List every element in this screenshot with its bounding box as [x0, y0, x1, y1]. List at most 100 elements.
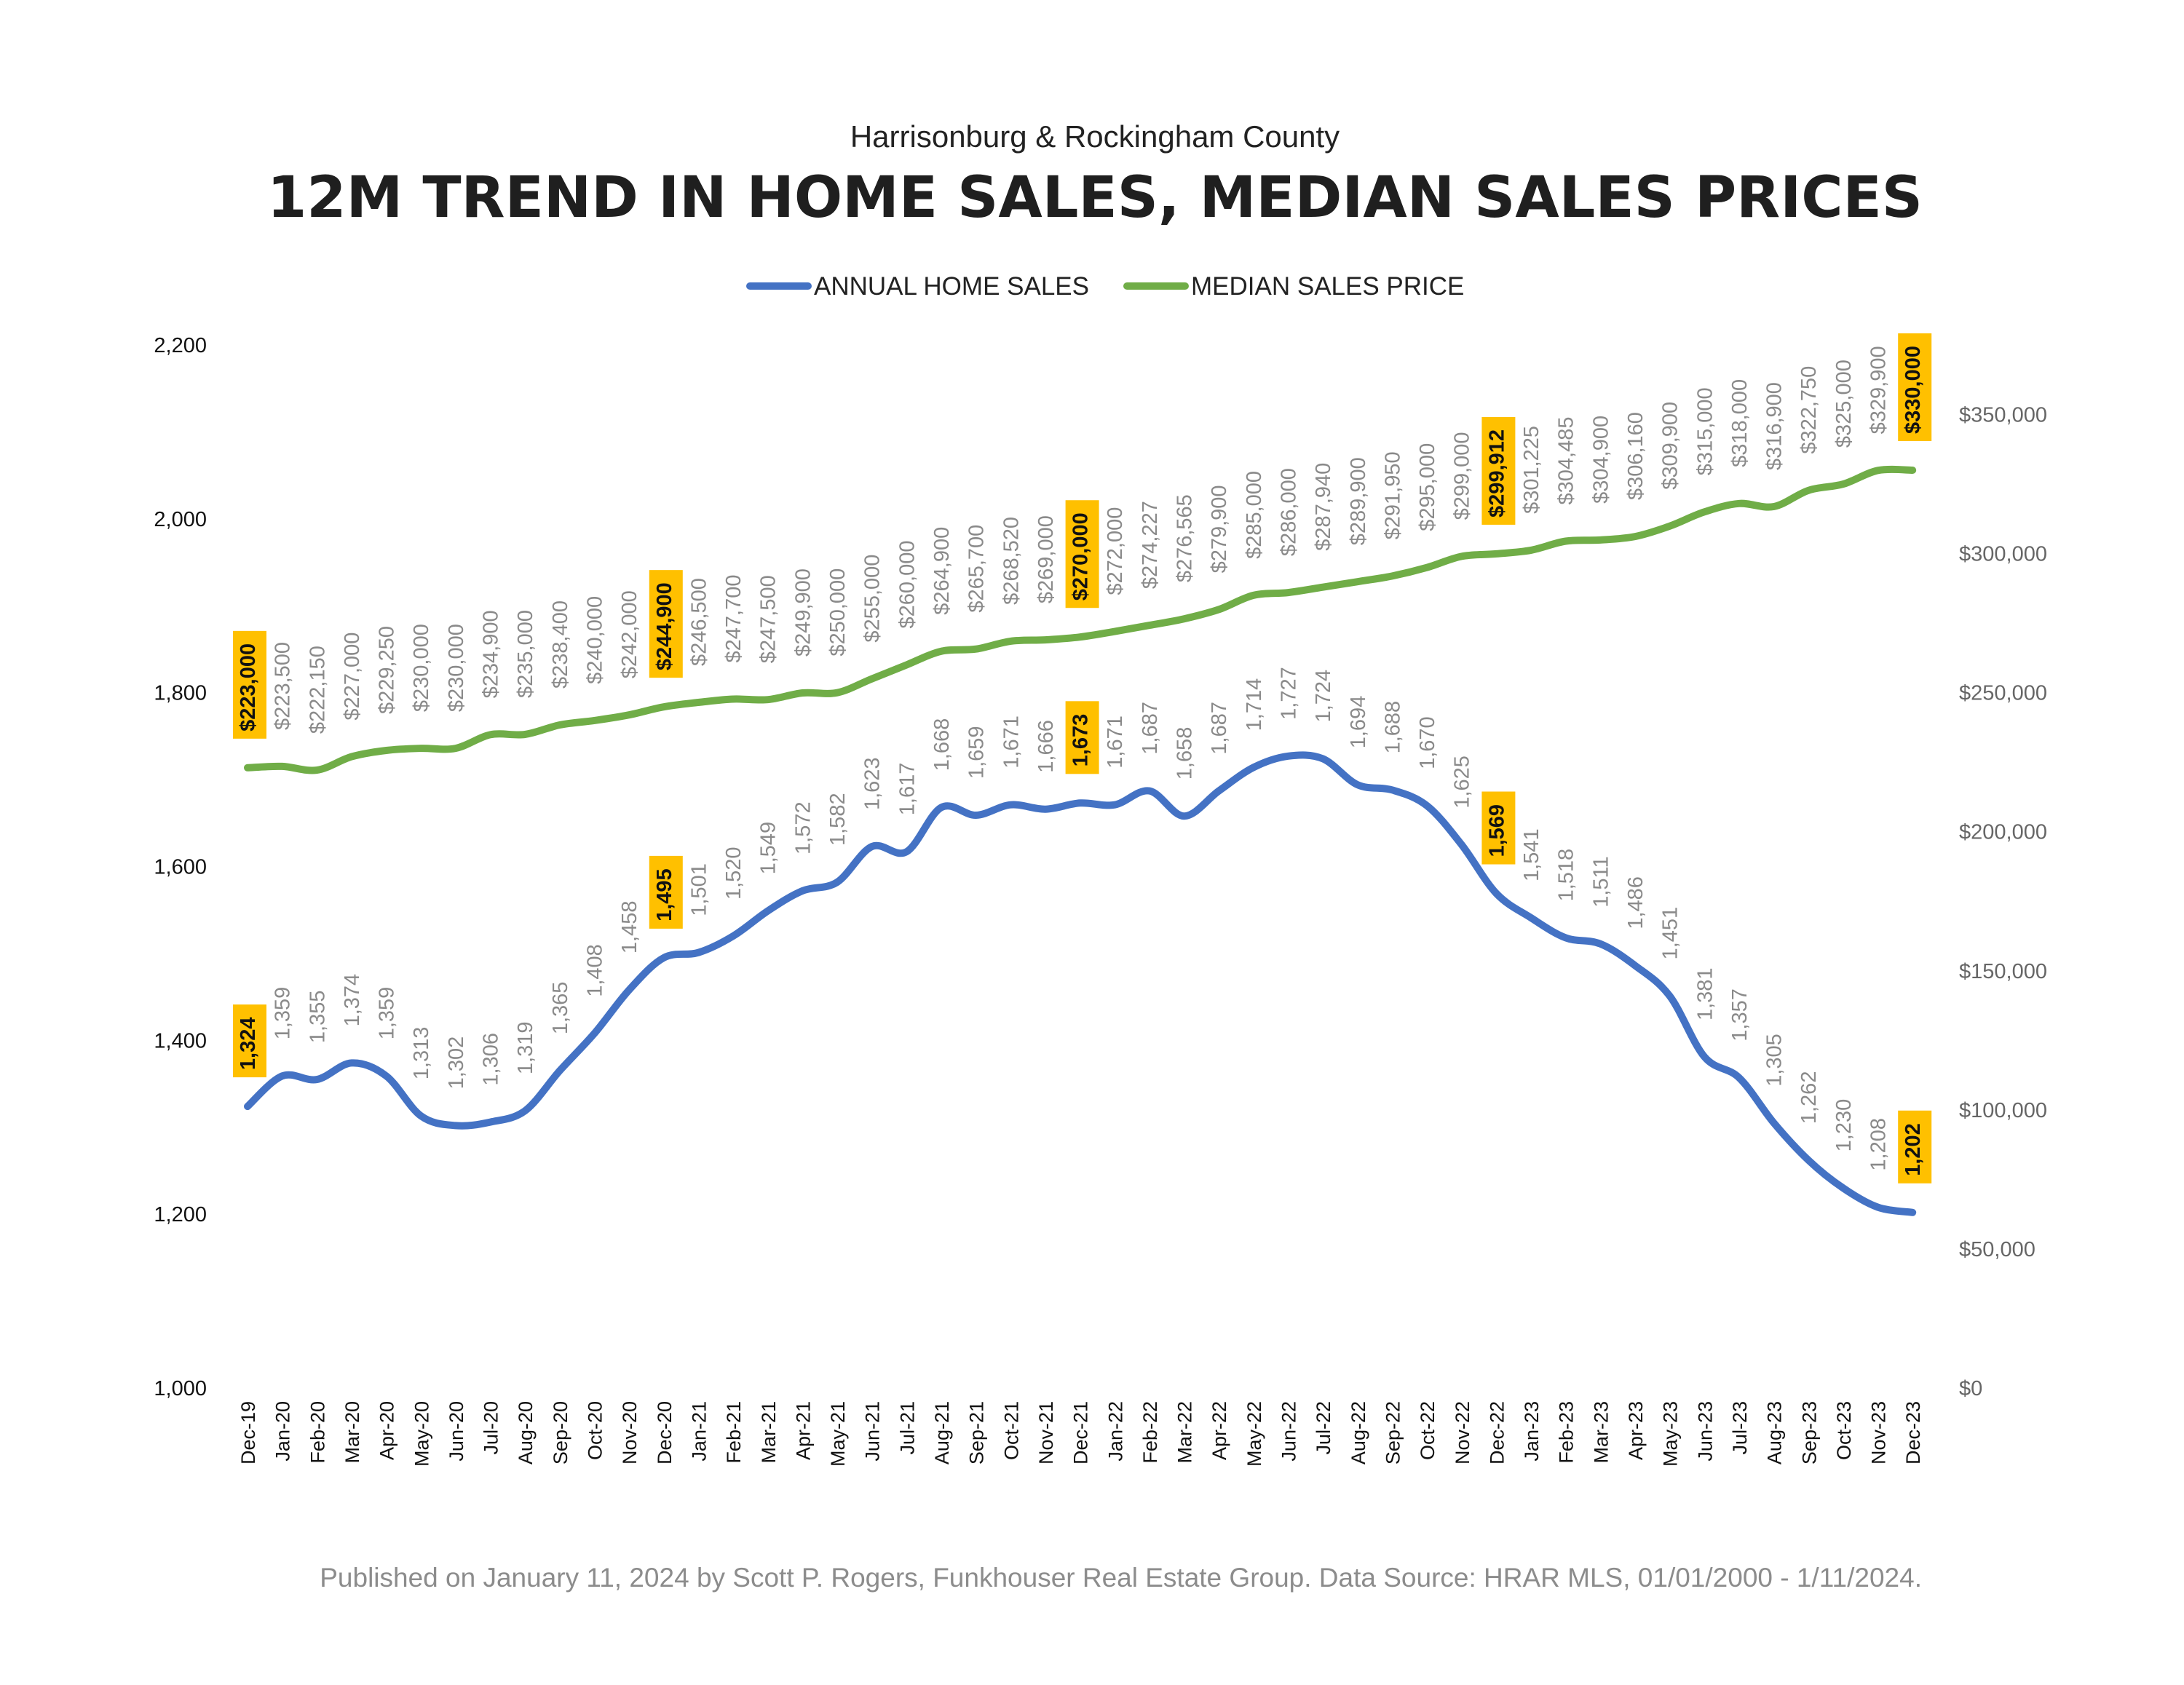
data-label-median-sales-price: $264,900: [930, 527, 954, 615]
data-label-median-sales-price: $329,900: [1867, 346, 1891, 434]
data-label-median-sales-price: $276,565: [1174, 494, 1197, 582]
data-label-annual-home-sales: 1,673: [1069, 714, 1093, 767]
legend-label-annual-home-sales: ANNUAL HOME SALES: [814, 272, 1089, 301]
highlight-box: [649, 855, 683, 929]
x-axis-tick: Jun-23: [1694, 1401, 1716, 1462]
data-label-annual-home-sales: 1,727: [1278, 667, 1301, 720]
data-label-annual-home-sales: 1,359: [376, 987, 399, 1040]
data-label-annual-home-sales: 1,617: [895, 763, 919, 816]
highlight-box: [1065, 701, 1099, 774]
data-label-annual-home-sales: 1,208: [1867, 1118, 1891, 1171]
left-axis-tick: 1,600: [154, 856, 207, 879]
x-axis-tick: Feb-23: [1556, 1401, 1578, 1464]
highlight-box: [1481, 791, 1516, 865]
x-axis-tick: Aug-20: [515, 1401, 537, 1464]
data-label-median-sales-price: $315,000: [1693, 387, 1717, 475]
x-axis-tick: Oct-20: [585, 1401, 606, 1460]
right-axis-tick: $50,000: [1959, 1238, 2035, 1261]
data-label-median-sales-price: $238,400: [549, 600, 572, 689]
data-label-median-sales-price: $309,900: [1659, 402, 1682, 490]
data-label-median-sales-price: $286,000: [1278, 468, 1301, 556]
x-axis-tick: Nov-22: [1452, 1401, 1473, 1464]
data-label-annual-home-sales: 1,582: [826, 793, 850, 846]
highlight-box: [1898, 1110, 1932, 1184]
data-label-median-sales-price: $242,000: [618, 590, 641, 678]
x-axis-tick: Feb-21: [723, 1401, 745, 1464]
x-axis-tick: Jan-21: [688, 1401, 710, 1462]
data-label-median-sales-price: $229,250: [376, 626, 399, 714]
data-label-median-sales-price: $230,000: [410, 624, 433, 712]
x-axis-tick: Aug-22: [1348, 1401, 1369, 1464]
data-label-annual-home-sales: 1,623: [861, 757, 885, 810]
x-axis-tick: Aug-21: [931, 1401, 953, 1464]
right-axis-tick: $100,000: [1959, 1099, 2047, 1122]
data-label-annual-home-sales: 1,724: [1312, 670, 1335, 723]
data-label-annual-home-sales: 1,694: [1347, 696, 1370, 749]
right-axis-tick: $200,000: [1959, 821, 2047, 844]
left-axis-tick: 1,400: [154, 1029, 207, 1052]
data-label-annual-home-sales: 1,668: [930, 718, 954, 772]
right-axis-tick: $350,000: [1959, 404, 2047, 427]
data-label-annual-home-sales: 1,305: [1763, 1034, 1787, 1087]
data-label-annual-home-sales: 1,666: [1034, 720, 1058, 773]
x-axis-tick: Jan-20: [272, 1401, 294, 1462]
data-label-median-sales-price: $223,500: [272, 642, 295, 730]
right-axis: $0 $50,000 $100,000 $150,000 $200,000 $250,00…: [1959, 404, 2047, 1400]
data-label-annual-home-sales: 1,625: [1451, 756, 1474, 809]
data-label-annual-home-sales: 1,324: [237, 1018, 260, 1071]
x-axis-tick: May-21: [827, 1401, 849, 1467]
data-label-median-sales-price: $247,500: [757, 575, 780, 663]
legend-label-median-sales-price: MEDIAN SALES PRICE: [1191, 272, 1464, 301]
x-axis-tick: May-22: [1243, 1401, 1265, 1467]
x-axis-tick: Oct-23: [1833, 1401, 1855, 1460]
data-label-median-sales-price: $274,227: [1139, 501, 1162, 589]
x-axis-tick: Jun-22: [1278, 1401, 1300, 1462]
data-label-median-sales-price: $249,900: [791, 568, 815, 657]
data-label-annual-home-sales: 1,202: [1902, 1123, 1925, 1176]
data-label-annual-home-sales: 1,451: [1659, 907, 1682, 960]
data-label-annual-home-sales: 1,688: [1381, 701, 1404, 754]
data-label-annual-home-sales: 1,319: [514, 1021, 537, 1074]
data-label-median-sales-price: $325,000: [1832, 360, 1856, 448]
data-label-annual-home-sales: 1,357: [1728, 988, 1752, 1042]
highlight-box: [1481, 416, 1516, 525]
data-label-annual-home-sales: 1,230: [1832, 1099, 1856, 1152]
data-label-median-sales-price: $270,000: [1069, 512, 1093, 600]
data-label-annual-home-sales: 1,511: [1589, 856, 1613, 907]
data-label-median-sales-price: $255,000: [861, 555, 885, 643]
left-axis: 1,000 1,200 1,400 1,600 1,800 2,000 2,200: [154, 334, 207, 1400]
right-axis-tick: $250,000: [1959, 682, 2047, 705]
data-label-median-sales-price: $279,900: [1208, 485, 1231, 573]
highlight-box: [1065, 500, 1099, 608]
data-label-median-sales-price: $291,950: [1381, 451, 1404, 539]
data-label-annual-home-sales: 1,572: [791, 801, 815, 855]
data-label-annual-home-sales: 1,302: [445, 1036, 468, 1090]
data-label-annual-home-sales: 1,374: [341, 974, 364, 1027]
x-axis-tick: Apr-20: [376, 1401, 398, 1460]
x-axis-tick: Dec-21: [1070, 1401, 1092, 1464]
data-label-annual-home-sales: 1,658: [1174, 727, 1197, 780]
right-axis-tick: $0: [1959, 1377, 1982, 1400]
data-label-median-sales-price: $234,900: [480, 610, 503, 698]
left-axis-tick: 1,000: [154, 1377, 207, 1400]
data-label-median-sales-price: $289,900: [1347, 457, 1370, 545]
x-axis-tick: Dec-23: [1902, 1401, 1924, 1464]
x-axis-tick: Aug-23: [1764, 1401, 1786, 1464]
data-label-median-sales-price: $295,000: [1416, 443, 1439, 531]
x-axis-tick: Nov-20: [619, 1401, 641, 1464]
x-axis-tick: Mar-23: [1590, 1401, 1612, 1464]
x-axis-tick: Dec-20: [654, 1401, 676, 1464]
data-label-annual-home-sales: 1,381: [1693, 967, 1717, 1020]
x-axis-tick: Nov-23: [1868, 1401, 1890, 1464]
data-label-median-sales-price: $247,700: [722, 574, 745, 662]
data-label-median-sales-price: $240,000: [584, 596, 607, 684]
data-label-annual-home-sales: 1,486: [1624, 876, 1647, 929]
left-axis-tick: 1,200: [154, 1203, 207, 1226]
data-label-annual-home-sales: 1,569: [1485, 804, 1508, 857]
data-label-annual-home-sales: 1,549: [757, 822, 780, 875]
data-label-median-sales-price: $330,000: [1902, 346, 1925, 434]
x-axis-tick: Oct-22: [1417, 1401, 1439, 1460]
data-label-annual-home-sales: 1,501: [687, 863, 711, 916]
data-label-median-sales-price: $246,500: [687, 578, 711, 666]
